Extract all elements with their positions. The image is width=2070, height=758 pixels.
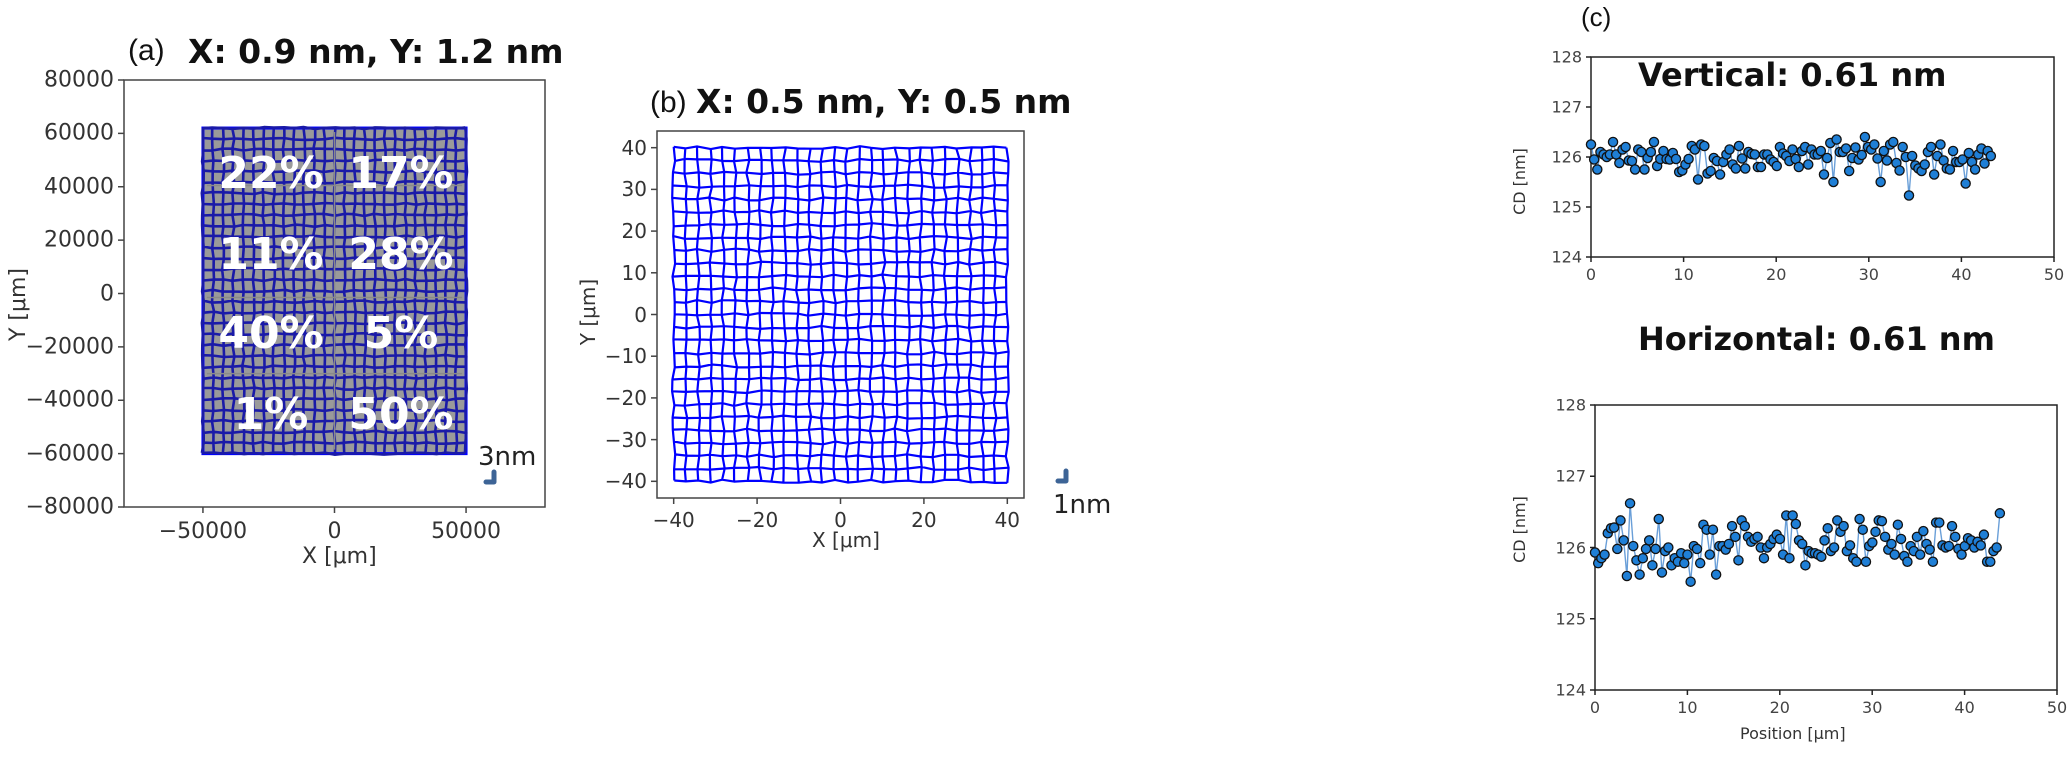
tick-label: 10 [1677,698,1698,717]
region-percentage-label: 11% [218,229,324,280]
panel-c-bottom-x-axis-label: Position [μm] [1740,724,1846,743]
tick-label: 128 [1551,47,1582,67]
tick-label: −20000 [25,334,114,360]
panel-b-plot [651,130,1069,504]
panel-c-top-annotation: Vertical: 0.61 nm [1638,56,1947,94]
tick-label: 10 [1673,265,1694,284]
tick-label: −40 [604,469,647,494]
tick-label: 40 [1951,265,1972,284]
tick-label: 125 [1555,609,1586,629]
tick-label: −20 [604,385,647,410]
panel-b-label: (b) [650,86,687,119]
tick-label: 20 [1766,265,1787,284]
tick-label: 125 [1551,197,1582,217]
tick-label: 20 [911,508,937,532]
panel-c-bottom-y-axis-label: CD [nm] [1509,496,1529,563]
panel-b-scale-label: 1nm [1053,490,1112,520]
tick-label: 40000 [44,174,114,200]
tick-label: 20 [621,219,647,244]
tick-label: 0 [1589,698,1601,717]
panel-a-scale-label: 3nm [478,442,537,472]
tick-label: −20 [735,508,779,532]
region-percentage-label: 1% [233,389,309,440]
panel-c-label: (c) [1581,2,1612,32]
tick-label: 50 [2046,698,2068,717]
tick-label: 30 [1858,265,1879,284]
tick-label: 30 [621,177,647,202]
tick-label: −40000 [25,387,114,413]
panel-c-bottom-annotation: Horizontal: 0.61 nm [1638,320,1995,358]
panel-a-plot [118,79,546,513]
tick-label: 128 [1555,395,1586,415]
tick-label: −40 [652,508,695,532]
tick-label: 50 [2043,265,2065,284]
region-percentage-label: 5% [363,308,439,359]
panel-c-top-y-axis-label: CD [nm] [1509,148,1529,215]
tick-label: 0 [100,281,114,306]
panel-a-label: (a) [128,34,165,67]
tick-label: −30 [604,427,647,452]
tick-label: 50000 [431,519,502,544]
tick-label: 127 [1555,466,1586,486]
tick-label: 127 [1551,97,1582,117]
tick-label: −60000 [25,441,114,467]
tick-label: 0 [834,508,847,532]
panel-b-title: X: 0.5 nm, Y: 0.5 nm [696,82,1072,121]
panel-b-x-axis-label: X [μm] [812,528,880,552]
tick-label: 30 [1862,698,1883,717]
tick-label: 20 [1769,698,1790,717]
tick-label: 10 [621,260,647,285]
region-percentage-label: 50% [348,389,454,440]
tick-label: 80000 [44,67,114,93]
panel-a-title: X: 0.9 nm, Y: 1.2 nm [188,32,564,71]
tick-label: 20000 [44,227,114,253]
tick-label: 0 [1585,265,1597,284]
region-percentage-label: 22% [218,148,324,199]
region-percentage-label: 40% [218,308,324,359]
tick-label: 0 [327,519,342,544]
region-percentage-label: 28% [348,229,454,280]
region-percentage-label: 17% [348,148,454,199]
tick-label: 60000 [44,120,114,146]
tick-label: −50000 [158,519,248,544]
tick-label: 126 [1555,538,1586,557]
tick-label: 40 [621,135,647,160]
tick-label: 40 [994,508,1021,532]
tick-label: 0 [634,302,647,327]
tick-label: 124 [1555,680,1586,700]
panel-a-x-axis-label: X [μm] [302,544,377,569]
tick-label: −10 [604,344,647,369]
tick-label: 124 [1551,247,1582,267]
tick-label: 40 [1954,698,1975,717]
tick-label: 126 [1551,147,1582,167]
tick-label: −80000 [25,494,114,520]
